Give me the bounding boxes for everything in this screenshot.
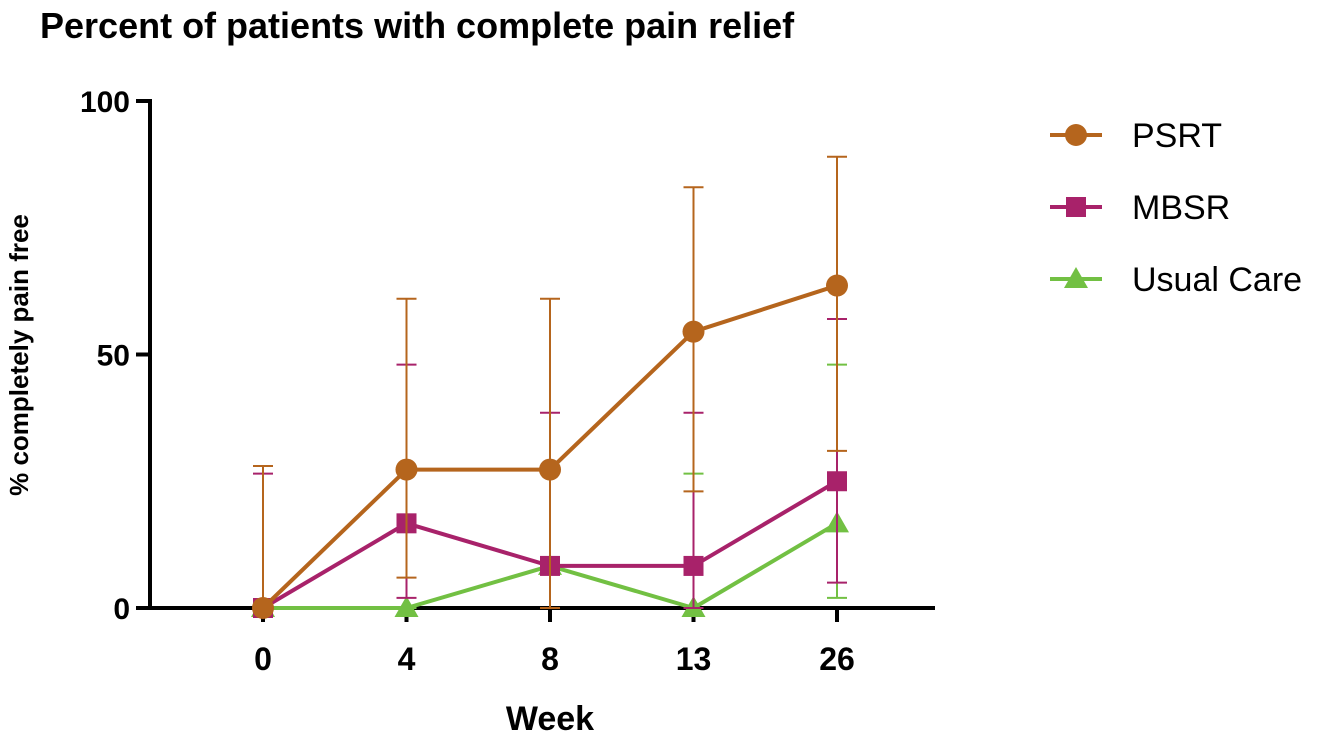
y-tick-label: 100: [80, 86, 130, 119]
legend-item: Usual Care: [1050, 261, 1302, 299]
x-axis-label: Week: [506, 700, 594, 734]
x-tick-label: 8: [541, 641, 559, 677]
data-point: [826, 274, 848, 297]
y-axis-label: % completely pain free: [4, 214, 34, 496]
data-point: [827, 471, 847, 492]
legend-marker: [1064, 267, 1088, 288]
legend-label: Usual Care: [1132, 261, 1302, 299]
data-point: [682, 320, 705, 343]
y-tick-label: 0: [113, 593, 130, 626]
data-point: [252, 597, 274, 619]
legend-label: PSRT: [1132, 117, 1222, 155]
data-point: [683, 555, 704, 576]
data-point: [539, 458, 561, 481]
x-tick-label: 26: [819, 641, 855, 677]
chart-title: Percent of patients with complete pain r…: [40, 5, 795, 46]
x-tick-label: 13: [676, 641, 712, 677]
data-point: [395, 458, 418, 481]
x-tick-label: 0: [254, 641, 272, 677]
x-tick-label: 4: [398, 641, 416, 677]
legend-item: PSRT: [1050, 117, 1222, 155]
series-psrt: [252, 155, 848, 619]
legend-label: MBSR: [1132, 189, 1230, 227]
legend-item: MBSR: [1050, 189, 1230, 227]
legend-marker: [1065, 124, 1087, 146]
data-point: [394, 596, 419, 617]
y-tick-label: 50: [97, 340, 130, 373]
legend-marker: [1066, 197, 1086, 217]
